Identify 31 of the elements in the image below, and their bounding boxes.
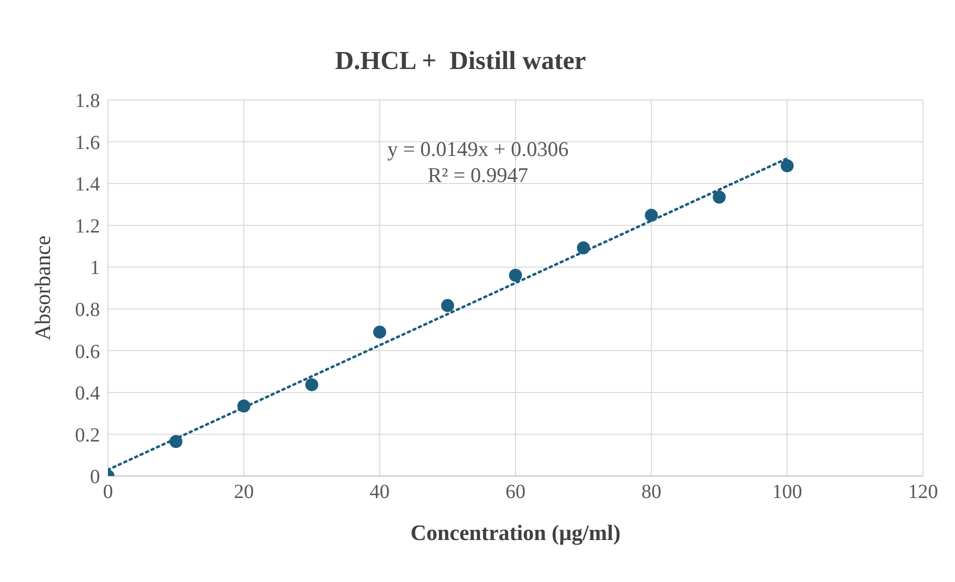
y-tick-label: 0.4 [75,382,100,405]
point [780,159,794,172]
y-tick-label: 1.4 [75,174,100,196]
annotation: y = 0.0149x + 0.0306 [386,136,570,162]
y-tick-label: 1.6 [75,132,100,154]
point [644,208,658,222]
y-tick-label: 0.2 [75,424,100,446]
x-tick-label: 60 [506,481,526,504]
annotation: R² = 0.9947 [426,162,530,188]
y-tick-label: 1.8 [75,90,100,112]
point [305,378,318,392]
y-tick-label: 1 [90,257,100,280]
x-tick-label: 100 [772,481,802,504]
chart-title: D.HCL + Distill water [334,46,587,76]
point [237,400,250,413]
x-tick-label: 120 [908,481,938,504]
point [712,190,726,204]
y-tick-label: 1.2 [75,215,100,238]
y-tick-label: 0.6 [75,340,100,363]
x-tick-label: 40 [370,481,390,504]
x-tick-label: 20 [234,481,254,504]
x-axis-title: Concentration (µg/ml) [410,520,621,545]
point [441,299,454,312]
y-axis-title: Absorbance [30,235,55,341]
point [509,268,522,282]
point [169,435,182,448]
point [576,241,590,254]
y-tick-label: 0.8 [75,298,100,321]
y-tick-label: 0 [90,466,100,488]
point [373,326,386,339]
x-tick-label: 80 [641,481,662,504]
